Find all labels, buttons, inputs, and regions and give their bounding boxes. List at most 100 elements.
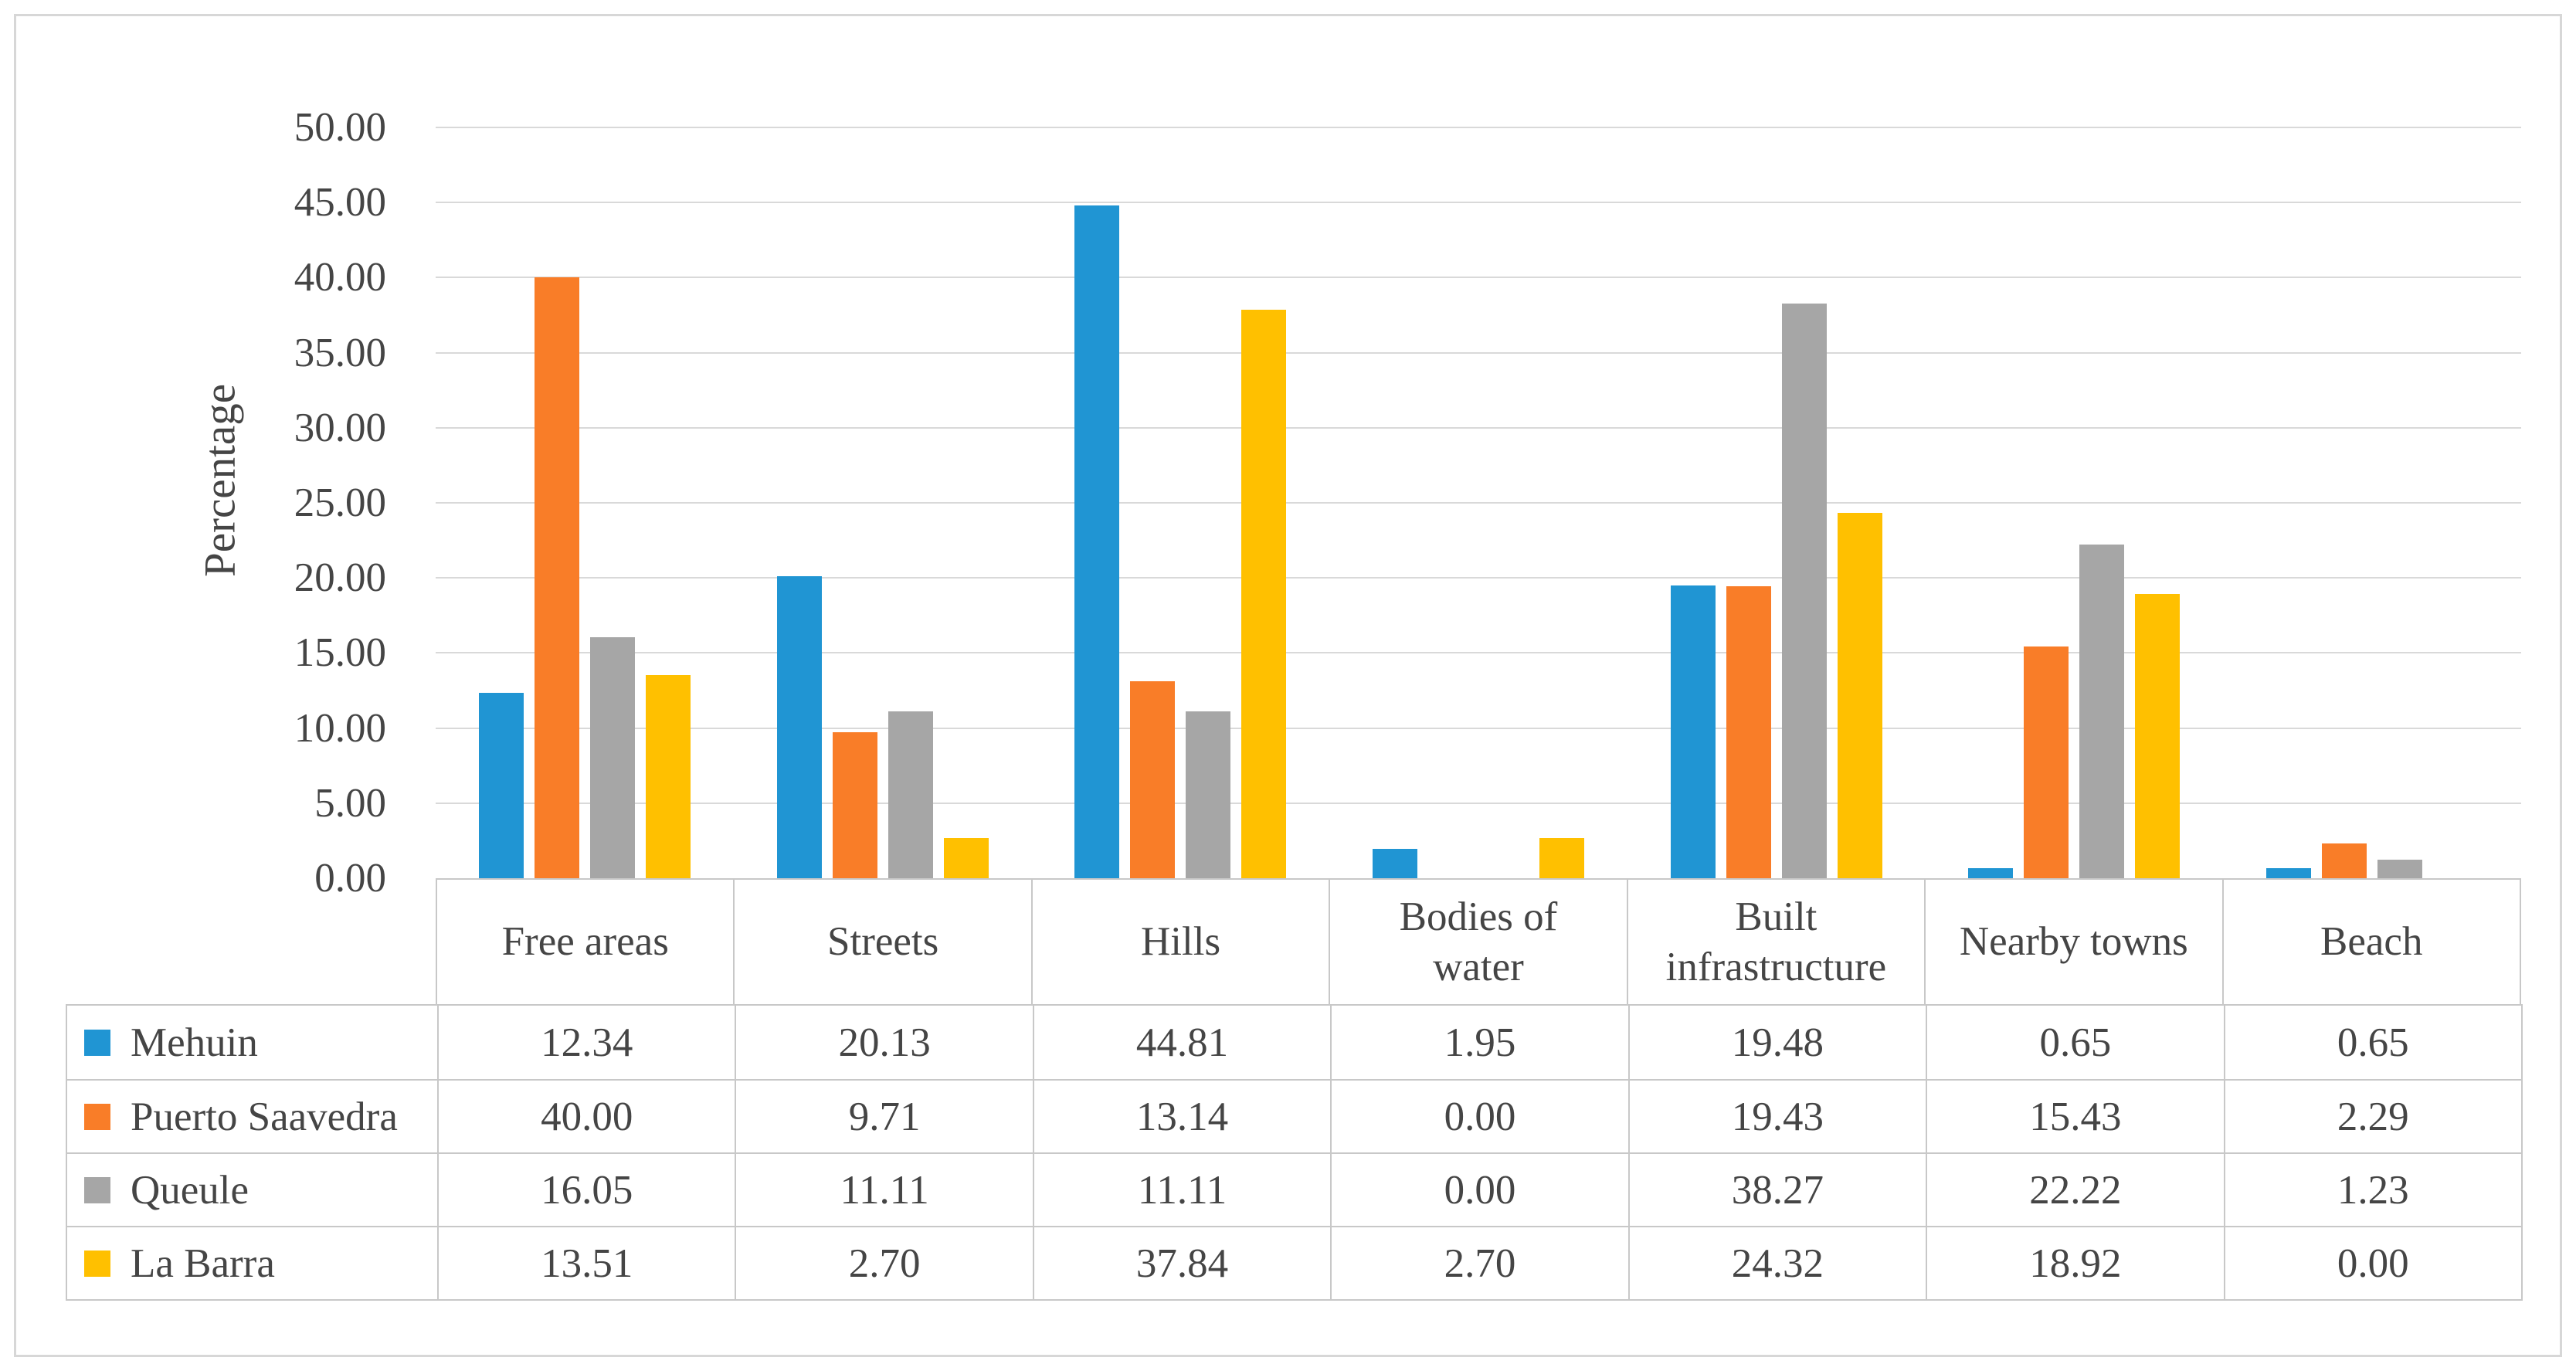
bar-queule-nearby-towns <box>2079 545 2125 878</box>
y-axis-tick-label: 40.00 <box>294 255 386 300</box>
category-header-streets: Streets <box>733 880 1030 1004</box>
y-axis-tick-label: 15.00 <box>294 630 386 676</box>
gridline <box>436 202 2521 204</box>
data-table: Mehuin 12.34 20.13 44.81 1.95 19.48 0.65 0.65 Pu… <box>66 1004 2523 1301</box>
bar-group-free-areas <box>436 127 734 878</box>
gridline <box>436 802 2521 804</box>
y-axis-tick-label: 25.00 <box>294 480 386 525</box>
gridline <box>436 351 2521 354</box>
bar-mehuin-free-areas <box>478 693 524 878</box>
bar-group-hills <box>1031 127 1329 878</box>
y-axis-tick-label: 5.00 <box>314 780 386 826</box>
gridline <box>436 727 2521 729</box>
series-legend-cell-mehuin: Mehuin <box>67 1006 439 1079</box>
bar-puerto-saavedra-free-areas <box>534 277 579 878</box>
gridline <box>436 426 2521 429</box>
category-label: Free areas <box>501 919 669 965</box>
bar-la-barra-nearby-towns <box>2135 594 2181 878</box>
bar-group-beach <box>2223 127 2521 878</box>
bar-group-built-infrastructure <box>1627 127 1926 878</box>
bar-puerto-saavedra-built-infrastructure <box>1726 586 1771 878</box>
y-axis-tick-label: 50.00 <box>294 105 386 150</box>
series-name: La Barra <box>131 1240 275 1286</box>
table-cell-la-barra-built-infrastructure: 24.32 <box>1630 1227 1928 1299</box>
table-cell-queule-built-infrastructure: 38.27 <box>1630 1154 1928 1226</box>
bar-mehuin-built-infrastructure <box>1670 585 1716 878</box>
y-axis-tick-label: 35.00 <box>294 330 386 375</box>
series-legend-cell-la-barra: La Barra <box>67 1227 439 1299</box>
category-header-beach: Beach <box>2221 880 2520 1004</box>
bar-queule-free-areas <box>589 637 635 878</box>
category-label: Built infrastructure <box>1665 894 1887 989</box>
gridline <box>436 652 2521 654</box>
table-cell-mehuin-streets: 20.13 <box>736 1006 1034 1079</box>
bar-mehuin-streets <box>776 575 822 878</box>
table-cell-mehuin-hills: 44.81 <box>1034 1006 1332 1079</box>
bar-mehuin-nearby-towns <box>1968 868 2014 878</box>
category-header-built-infrastructure: Built infrastructure <box>1626 880 1924 1004</box>
bar-mehuin-hills <box>1074 205 1120 878</box>
bar-puerto-saavedra-nearby-towns <box>2024 646 2069 878</box>
series-name: Queule <box>131 1167 249 1213</box>
table-cell-la-barra-nearby-towns: 18.92 <box>1927 1227 2225 1299</box>
legend-swatch-queule <box>84 1176 110 1203</box>
category-header-nearby-towns: Nearby towns <box>1924 880 2221 1004</box>
table-cell-mehuin-bodies-of-water: 1.95 <box>1332 1006 1630 1079</box>
table-cell-mehuin-beach: 0.65 <box>2337 1020 2409 1065</box>
table-row-puerto-saavedra: Puerto Saavedra 40.00 9.71 13.14 0.00 19.43 15… <box>67 1079 2521 1152</box>
table-cell-queule-beach: 1.23 <box>2337 1167 2409 1213</box>
legend-swatch-mehuin <box>84 1029 110 1056</box>
table-cell-la-barra-bodies-of-water: 2.70 <box>1332 1227 1630 1299</box>
table-cell-mehuin-free-areas: 12.34 <box>439 1006 737 1079</box>
bar-queule-built-infrastructure <box>1781 304 1827 878</box>
bar-la-barra-bodies-of-water <box>1539 837 1584 878</box>
bar-puerto-saavedra-streets <box>832 732 877 878</box>
table-cell-la-barra-free-areas: 13.51 <box>439 1227 737 1299</box>
bar-group-nearby-towns <box>1926 127 2224 878</box>
table-cell-puerto-saavedra-nearby-towns: 15.43 <box>1927 1081 2225 1152</box>
category-header-row: Free areas Streets Hills Bodies of water Bui… <box>436 878 2521 1004</box>
table-cell-mehuin-nearby-towns: 0.65 <box>1927 1006 2225 1079</box>
plot-area <box>436 127 2521 878</box>
series-name: Mehuin <box>131 1020 258 1065</box>
y-axis-tick-label: 10.00 <box>294 705 386 751</box>
series-legend-cell-queule: Queule <box>67 1154 439 1226</box>
bar-queule-hills <box>1186 711 1231 878</box>
table-cell-puerto-saavedra-bodies-of-water: 0.00 <box>1332 1081 1630 1152</box>
category-header-hills: Hills <box>1030 880 1329 1004</box>
table-cell-queule-nearby-towns: 22.22 <box>1927 1154 2225 1226</box>
table-row-mehuin: Mehuin 12.34 20.13 44.81 1.95 19.48 0.65 0.65 <box>67 1006 2521 1079</box>
gridline <box>436 277 2521 279</box>
table-cell-puerto-saavedra-free-areas: 40.00 <box>439 1081 737 1152</box>
category-label: Bodies of water <box>1399 894 1558 989</box>
series-name: Puerto Saavedra <box>131 1094 398 1139</box>
table-cell-queule-free-areas: 16.05 <box>439 1154 737 1226</box>
table-cell-la-barra-streets: 2.70 <box>736 1227 1034 1299</box>
category-label: Hills <box>1141 919 1221 965</box>
category-header-free-areas: Free areas <box>437 880 733 1004</box>
gridline <box>436 577 2521 579</box>
bar-la-barra-built-infrastructure <box>1837 513 1882 878</box>
gridline <box>436 502 2521 504</box>
table-cell-queule-hills: 11.11 <box>1034 1154 1332 1226</box>
table-row-queule: Queule 16.05 11.11 11.11 0.00 38.27 22.22 1.23 <box>67 1152 2521 1226</box>
bar-group-bodies-of-water <box>1329 127 1627 878</box>
table-cell-queule-bodies-of-water: 0.00 <box>1332 1154 1630 1226</box>
bar-queule-streets <box>888 711 933 878</box>
table-cell-queule-streets: 11.11 <box>736 1154 1034 1226</box>
bar-la-barra-streets <box>943 837 989 878</box>
bar-queule-beach <box>2377 860 2423 878</box>
bar-group-streets <box>734 127 1032 878</box>
category-label: Nearby towns <box>1959 919 2188 965</box>
category-header-bodies-of-water: Bodies of water <box>1329 880 1626 1004</box>
table-cell-puerto-saavedra-beach: 2.29 <box>2337 1094 2409 1139</box>
bar-puerto-saavedra-hills <box>1130 680 1176 878</box>
table-cell-la-barra-beach: 0.00 <box>2337 1240 2409 1286</box>
table-row-la-barra: La Barra 13.51 2.70 37.84 2.70 24.32 18.92 0.00 <box>67 1226 2521 1299</box>
legend-swatch-puerto-saavedra <box>84 1103 110 1130</box>
table-cell-la-barra-hills: 37.84 <box>1034 1227 1332 1299</box>
gridline <box>436 127 2521 128</box>
bar-la-barra-hills <box>1241 310 1287 878</box>
legend-swatch-la-barra <box>84 1250 110 1277</box>
